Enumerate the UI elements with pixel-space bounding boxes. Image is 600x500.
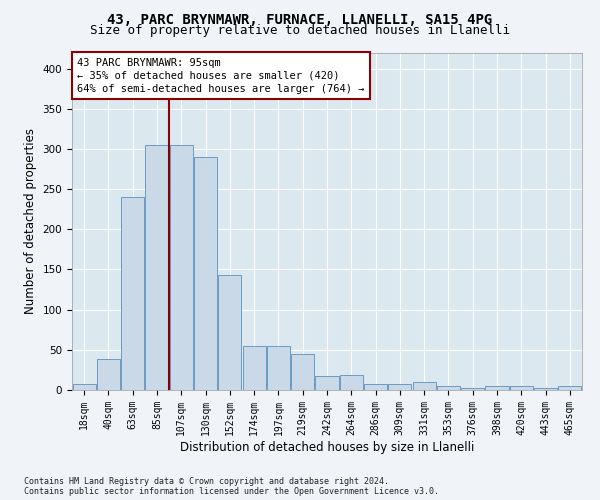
Text: Contains HM Land Registry data © Crown copyright and database right 2024.
Contai: Contains HM Land Registry data © Crown c… — [24, 476, 439, 496]
Bar — [121, 197, 144, 390]
Bar — [97, 358, 120, 390]
Bar — [291, 354, 314, 390]
Text: Size of property relative to detached houses in Llanelli: Size of property relative to detached ho… — [90, 24, 510, 37]
Bar — [194, 157, 217, 390]
Bar — [267, 346, 290, 390]
Bar — [437, 386, 460, 390]
Bar — [485, 386, 509, 390]
Bar — [534, 388, 557, 390]
Text: 43, PARC BRYNMAWR, FURNACE, LLANELLI, SA15 4PG: 43, PARC BRYNMAWR, FURNACE, LLANELLI, SA… — [107, 12, 493, 26]
Bar — [413, 382, 436, 390]
Y-axis label: Number of detached properties: Number of detached properties — [24, 128, 37, 314]
Bar — [145, 145, 169, 390]
Bar — [170, 145, 193, 390]
Bar — [340, 374, 363, 390]
Bar — [364, 384, 387, 390]
Bar — [388, 384, 412, 390]
X-axis label: Distribution of detached houses by size in Llanelli: Distribution of detached houses by size … — [180, 440, 474, 454]
Bar — [461, 388, 484, 390]
Bar — [242, 346, 266, 390]
Bar — [218, 275, 241, 390]
Bar — [510, 386, 533, 390]
Bar — [559, 386, 581, 390]
Bar — [316, 376, 338, 390]
Bar — [73, 384, 95, 390]
Text: 43 PARC BRYNMAWR: 95sqm
← 35% of detached houses are smaller (420)
64% of semi-d: 43 PARC BRYNMAWR: 95sqm ← 35% of detache… — [77, 58, 365, 94]
